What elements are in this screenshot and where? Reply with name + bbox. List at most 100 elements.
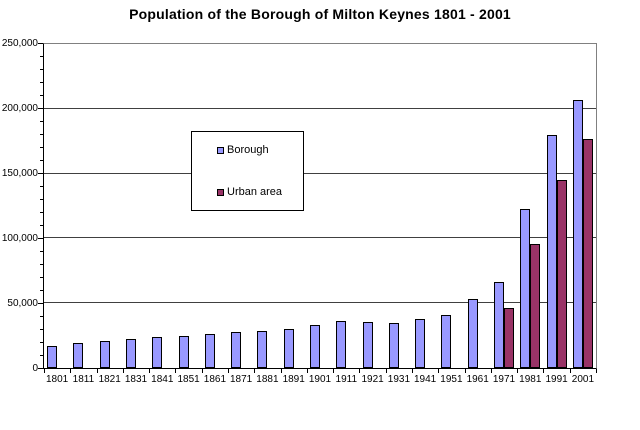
- x-axis-tick-20: [569, 369, 571, 373]
- legend: Borough Urban area: [191, 131, 304, 211]
- y-axis-minor-tick-180000: [40, 134, 43, 135]
- bar-borough-1861: [204, 334, 215, 368]
- x-axis-tick-2: [96, 369, 98, 373]
- plot-area: [43, 43, 597, 369]
- gridline-150000: [44, 172, 596, 174]
- x-axis-tick-11: [333, 369, 335, 373]
- bar-borough-1871: [231, 332, 242, 368]
- x-tick-label-2001: 2001: [571, 374, 595, 385]
- bar-borough-1911: [336, 320, 347, 368]
- category-group-2001: [570, 44, 596, 368]
- category-group-1881: [254, 44, 280, 368]
- category-group-1821: [97, 44, 123, 368]
- y-axis-minor-tick-210000: [40, 95, 43, 96]
- y-axis-minor-tick-70000: [40, 277, 43, 278]
- bar-borough-1821: [99, 340, 110, 368]
- bar-urban-area-1981: [530, 243, 541, 368]
- x-tick-label-1951: 1951: [440, 374, 463, 385]
- y-axis-minor-tick-130000: [40, 199, 43, 200]
- category-group-1871: [228, 44, 254, 368]
- x-axis-tick-17: [490, 369, 492, 373]
- x-tick-label-1971: 1971: [492, 374, 516, 385]
- bar-borough-1931: [388, 322, 399, 368]
- x-tick-label-1991: 1991: [545, 374, 568, 385]
- bar-borough-1801: [47, 346, 58, 368]
- y-axis-major-tick-0: [38, 368, 43, 369]
- category-group-1831: [123, 44, 149, 368]
- urban-area-series-swatch-icon: [217, 188, 224, 196]
- bar-borough-1991: [546, 135, 557, 368]
- x-tick-label-1871: 1871: [229, 374, 253, 385]
- category-group-1981: [517, 44, 543, 368]
- legend-label-urban-area: Urban area: [227, 186, 283, 198]
- y-axis-minor-tick-120000: [40, 212, 43, 213]
- x-tick-label-1941: 1941: [413, 374, 437, 385]
- y-axis-minor-tick-30000: [40, 329, 43, 330]
- y-axis-minor-tick-140000: [40, 186, 43, 187]
- x-axis-tick-19: [543, 369, 545, 373]
- y-tick-label-0: 0: [32, 362, 38, 374]
- category-group-1841: [149, 44, 175, 368]
- y-tick-label-150000: 150,000: [1, 167, 38, 179]
- y-tick-label-50000: 50,000: [7, 297, 38, 309]
- bar-borough-2001: [572, 99, 583, 368]
- x-axis-tick-16: [464, 369, 466, 373]
- legend-label-borough: Borough: [227, 144, 269, 156]
- x-tick-label-1911: 1911: [335, 374, 358, 385]
- y-axis-major-tick-200000: [38, 108, 43, 109]
- x-axis-tick-14: [412, 369, 413, 373]
- category-group-1861: [202, 44, 228, 368]
- x-tick-label-1861: 1861: [203, 374, 227, 385]
- category-group-1931: [386, 44, 412, 368]
- bar-borough-1901: [310, 324, 320, 368]
- bar-borough-1881: [257, 331, 268, 368]
- bar-borough-1811: [73, 343, 84, 368]
- x-axis-tick-8: [254, 369, 256, 373]
- category-group-1901: [307, 44, 333, 368]
- x-axis-tick-0: [44, 369, 45, 373]
- y-axis-major-tick-150000: [38, 173, 43, 174]
- bar-borough-1941: [415, 318, 426, 368]
- x-tick-label-1881: 1881: [256, 374, 279, 385]
- category-group-1991: [543, 44, 569, 368]
- bar-borough-1831: [126, 338, 136, 368]
- x-tick-label-1891: 1891: [282, 374, 305, 385]
- category-group-1811: [70, 44, 96, 368]
- x-tick-label-1801: 1801: [45, 374, 69, 385]
- bar-borough-1971: [494, 281, 504, 368]
- x-tick-label-1901: 1901: [308, 374, 332, 385]
- bar-borough-1981: [520, 208, 531, 368]
- legend-item-urban-area: Urban area: [217, 186, 303, 198]
- gridline-200000: [44, 107, 596, 109]
- bar-urban-area-2001: [582, 138, 593, 368]
- y-axis-minor-tick-60000: [40, 290, 43, 291]
- y-tick-label-100000: 100,000: [1, 232, 38, 244]
- x-axis-tick-15: [438, 369, 440, 373]
- bar-borough-1891: [283, 329, 294, 368]
- x-tick-label-1931: 1931: [387, 374, 411, 385]
- y-axis-minor-tick-190000: [40, 121, 43, 122]
- y-axis-minor-tick-160000: [40, 160, 43, 161]
- y-axis-minor-tick-80000: [40, 264, 43, 265]
- x-tick-label-1821: 1821: [98, 374, 121, 385]
- x-axis-tick-10: [306, 369, 308, 373]
- bar-borough-1851: [178, 336, 189, 368]
- bar-urban-area-1971: [504, 308, 514, 368]
- category-group-1801: [44, 44, 70, 368]
- bar-borough-1841: [152, 336, 163, 368]
- y-axis-minor-tick-220000: [40, 82, 43, 83]
- category-group-1891: [281, 44, 307, 368]
- category-group-1971: [491, 44, 517, 368]
- y-axis-minor-tick-20000: [40, 342, 43, 343]
- x-tick-label-1811: 1811: [72, 374, 95, 385]
- y-axis-minor-tick-240000: [40, 56, 43, 57]
- x-axis-tick-21: [596, 369, 597, 373]
- y-axis-minor-tick-110000: [40, 225, 43, 226]
- x-tick-label-1831: 1831: [124, 374, 148, 385]
- y-tick-label-200000: 200,000: [1, 102, 38, 114]
- x-tick-label-1961: 1961: [466, 374, 489, 385]
- category-group-1941: [412, 44, 438, 368]
- bar-borough-1951: [441, 314, 452, 368]
- x-axis-tick-4: [149, 369, 151, 373]
